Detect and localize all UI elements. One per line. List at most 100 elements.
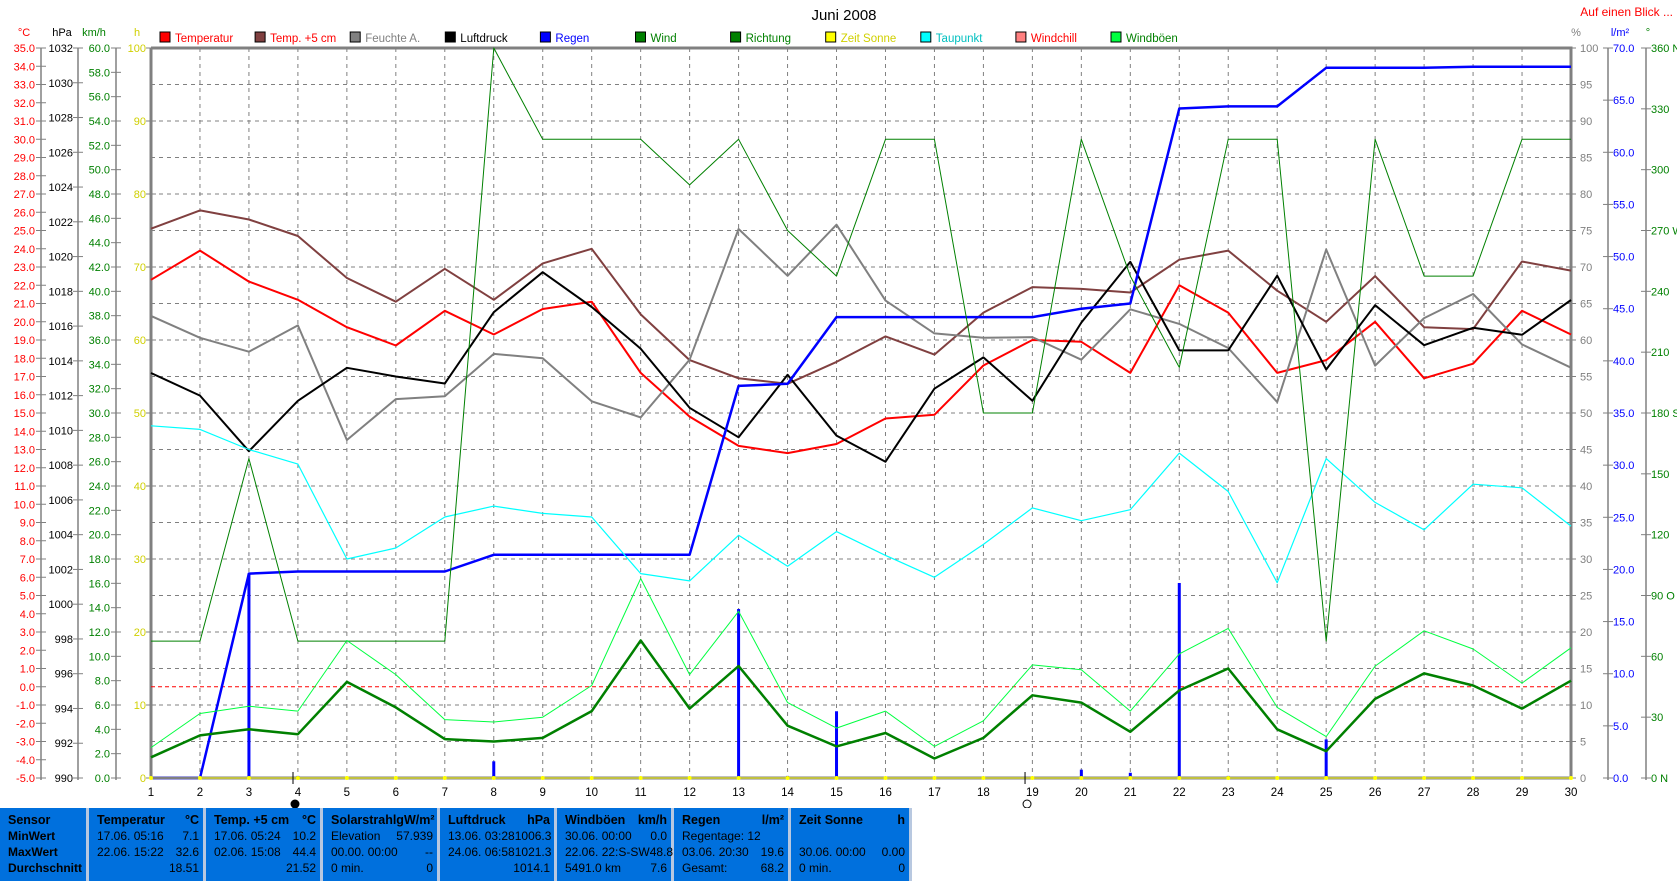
wind-tick-label: 50.0 <box>89 165 110 177</box>
cell-label: 02.06. 15:08 <box>214 845 281 859</box>
rain-tick-label: 25.0 <box>1613 512 1634 524</box>
wind-tick-label: 46.0 <box>89 213 110 225</box>
humidity-tick-label: 70 <box>1580 262 1592 274</box>
daily-rain-bar <box>1128 772 1132 778</box>
table-row: 5491.0 km 7.6 <box>565 860 667 876</box>
x-tick-label: 9 <box>540 787 546 799</box>
series-point-zeit-sonne <box>344 776 349 780</box>
table-row: 21.52 <box>214 860 316 876</box>
rain-tick-label: 70.0 <box>1613 43 1634 55</box>
legend-label: Feuchte A. <box>365 33 420 45</box>
wind-tick-label: 24.0 <box>89 481 110 493</box>
humidity-tick-label: 100 <box>1580 43 1598 55</box>
table-row: 17.06. 05:16 7.1 <box>97 828 199 844</box>
cell-label: MaxWert <box>8 845 58 859</box>
direction-tick-label: 60 <box>1651 651 1663 663</box>
legend-label: Windböen <box>1126 33 1178 45</box>
x-tick-label: 26 <box>1369 787 1382 799</box>
table-column: Zeit Sonne h 30.06. 00:00 0.00 0 min. 0 <box>791 808 912 881</box>
legend-swatch <box>349 31 361 43</box>
rain-tick-label: 55.0 <box>1613 199 1634 211</box>
wind-tick-label: 16.0 <box>89 578 110 590</box>
pressure-tick-label: 994 <box>55 703 73 715</box>
daily-rain-bar <box>492 761 496 778</box>
series-line-temperatur <box>150 249 1572 455</box>
sun-tick-label: 80 <box>134 189 146 201</box>
legend-swatch <box>159 31 171 43</box>
table-row: 03.06. 20:30 19.6 <box>682 844 784 860</box>
table-row: Regentage: 12 <box>682 828 784 844</box>
table-column: Luftdruck hPa 13.06. 03:28 1006.3 24.06. 06:… <box>440 808 557 881</box>
table-row: 17.06. 05:24 10.2 <box>214 828 316 844</box>
temp-tick-label: 1.0 <box>20 664 35 676</box>
sun-tick-label: 70 <box>134 262 146 274</box>
pressure-tick-label: 998 <box>55 634 73 646</box>
x-tick-label: 10 <box>585 787 598 799</box>
rain-tick-label: 15.0 <box>1613 617 1634 629</box>
series-point-zeit-sonne <box>1275 776 1280 780</box>
direction-tick-label: 270 W <box>1651 226 1677 238</box>
cell-value: 1006.3 <box>514 829 552 843</box>
direction-tick-label: 180 S <box>1651 408 1677 420</box>
temp-tick-label: -4.0 <box>16 755 35 767</box>
x-tick-label: 3 <box>246 787 252 799</box>
temp-tick-label: 34.0 <box>14 61 35 73</box>
direction-tick-label: 300 <box>1651 165 1669 177</box>
rain-tick-label: 65.0 <box>1613 95 1634 107</box>
cell-label: 24.06. 06:58 <box>448 845 515 859</box>
table-row: 30.06. 00:00 0.0 <box>565 828 667 844</box>
cell-value: 18.51 <box>168 861 199 875</box>
wind-tick-label: 20.0 <box>89 530 110 542</box>
axes: °C35.034.033.032.031.030.029.028.027.026… <box>14 27 1677 799</box>
sun-tick-label: 100 <box>128 43 146 55</box>
cell-label: 00.00. 00:00 <box>331 845 398 859</box>
series-point-zeit-sonne <box>589 776 594 780</box>
x-tick-label: 5 <box>344 787 350 799</box>
cell-label: 17.06. 05:16 <box>97 829 164 843</box>
table-row: 0 min. 0 <box>331 860 433 876</box>
series-point-zeit-sonne <box>1520 776 1525 780</box>
cell-value: 48.8 <box>649 845 674 859</box>
column-title: Zeit Sonne <box>799 813 863 827</box>
pressure-tick-label: 1006 <box>49 495 73 507</box>
pressure-tick-label: 1030 <box>49 78 73 90</box>
table-row: 22.06. 22:S-SW 48.8 <box>565 844 673 860</box>
rain-tick-label: 0.0 <box>1613 773 1628 785</box>
series-point-zeit-sonne <box>981 776 986 780</box>
statistics-table: Sensor MinWert MaxWert Durchschnitt Temperat… <box>0 808 912 881</box>
temp-tick-label: 11.0 <box>14 481 35 493</box>
series-point-zeit-sonne <box>1177 776 1182 780</box>
legend-swatch <box>254 31 266 43</box>
series-point-zeit-sonne <box>932 776 937 780</box>
temp-tick-label: 19.0 <box>14 335 35 347</box>
x-tick-label: 25 <box>1320 787 1333 799</box>
wind-tick-label: 14.0 <box>89 603 110 615</box>
wind-tick-label: 60.0 <box>89 43 110 55</box>
wind-tick-label: 2.0 <box>95 749 110 761</box>
direction-tick-label: 330 <box>1651 104 1669 116</box>
cell-label: Durchschnitt <box>8 861 83 875</box>
table-header: Temperatur °C <box>97 812 199 828</box>
temp-tick-label: 21.0 <box>14 299 35 311</box>
table-column: Sensor MinWert MaxWert Durchschnitt <box>0 808 89 881</box>
wind-tick-label: 30.0 <box>89 408 110 420</box>
table-row: 30.06. 00:00 0.00 <box>799 844 905 860</box>
rain-tick-label: 20.0 <box>1613 564 1634 576</box>
temp-tick-label: 13.0 <box>14 445 35 457</box>
humidity-tick-label: 95 <box>1580 80 1592 92</box>
temp-tick-label: 7.0 <box>20 554 35 566</box>
overview-link[interactable]: Auf einen Blick ... <box>1580 5 1673 19</box>
cell-value: 21.52 <box>285 861 316 875</box>
x-tick-label: 23 <box>1222 787 1235 799</box>
table-header: Sensor <box>8 812 82 828</box>
table-header: Luftdruck hPa <box>448 812 550 828</box>
sun-tick-label: 10 <box>134 700 146 712</box>
x-tick-label: 30 <box>1565 787 1578 799</box>
weather-chart: Juni 2008 Auf einen Blick ... Temperatur… <box>14 5 1677 808</box>
cell-value: 0 <box>426 861 433 875</box>
temp-tick-label: 22.0 <box>14 280 35 292</box>
x-tick-label: 24 <box>1271 787 1284 799</box>
direction-tick-label: 240 <box>1651 286 1669 298</box>
wind-tick-label: 28.0 <box>89 432 110 444</box>
x-tick-label: 13 <box>732 787 745 799</box>
